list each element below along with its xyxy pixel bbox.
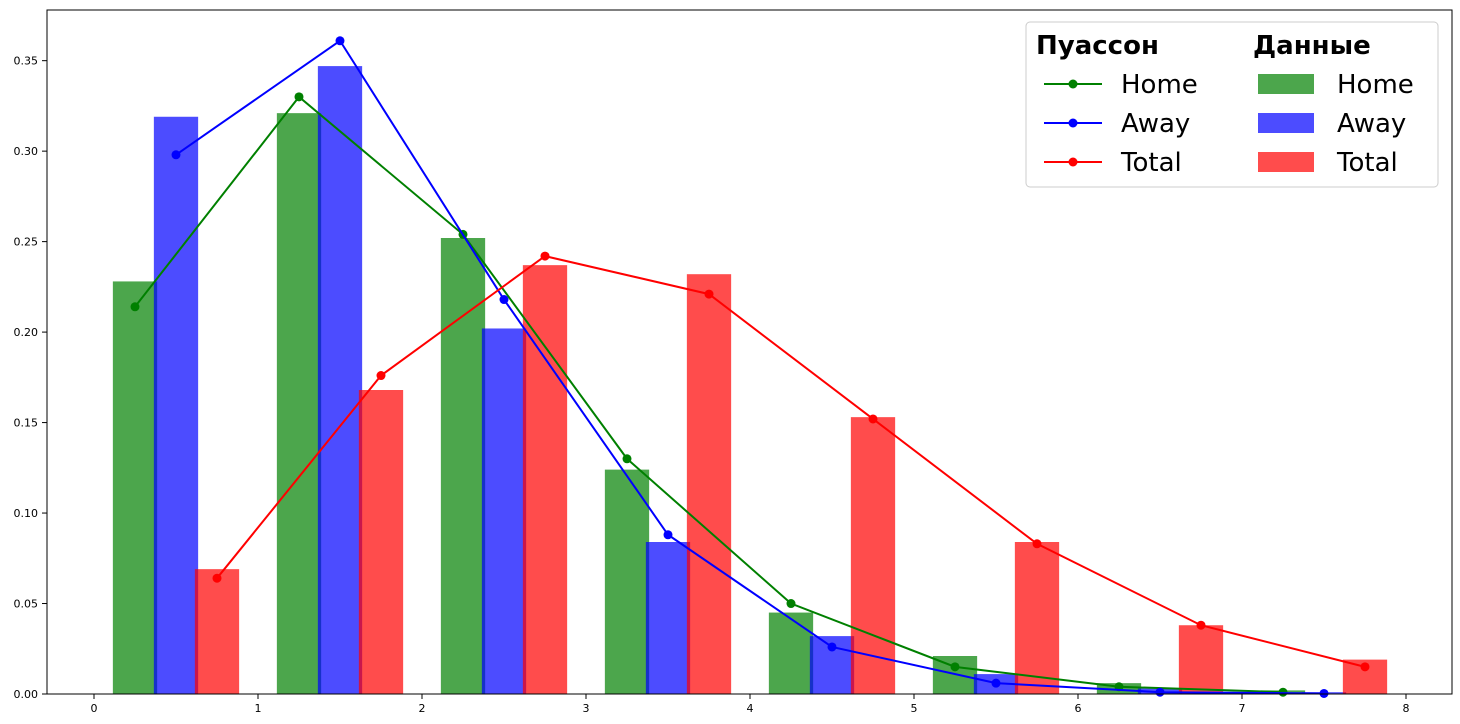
- point-total-6: [1196, 620, 1206, 630]
- legend-bar-home-label: Home: [1337, 70, 1414, 100]
- legend-line-home: Home: [1044, 70, 1198, 100]
- point-home-0: [130, 302, 140, 312]
- point-total-3: [704, 289, 714, 299]
- legend-box: [1025, 21, 1439, 188]
- line-layer: [130, 36, 1370, 698]
- legend-title-data: Данные: [1253, 31, 1371, 61]
- point-away-4: [827, 642, 837, 652]
- x-tick-label-7: 7: [1239, 702, 1246, 715]
- point-home-3: [622, 454, 632, 464]
- point-away-0: [171, 150, 181, 160]
- legend-line-total: Total: [1044, 148, 1182, 178]
- y-axis: 0.00 0.05 0.10 0.15 0.20 0.25 0.30 0.35: [14, 55, 47, 701]
- bar-total-6: [1178, 625, 1224, 694]
- bar-layer: [112, 66, 1388, 695]
- bar-home-1: [276, 113, 322, 694]
- point-total-5: [1032, 539, 1042, 549]
- legend-bar-total-label: Total: [1336, 148, 1398, 178]
- point-away-7: [1319, 688, 1329, 698]
- y-tick-label-1: 0.05: [14, 598, 39, 611]
- point-total-1: [376, 371, 386, 381]
- y-tick-label-7: 0.35: [14, 55, 39, 68]
- point-total-0: [212, 573, 222, 583]
- point-away-5: [991, 678, 1001, 688]
- legend: Пуассон Данные Home Away Total Home Away: [1025, 21, 1439, 188]
- y-tick-label-2: 0.10: [14, 507, 39, 520]
- point-away-2: [499, 295, 509, 305]
- bar-total-5: [1014, 542, 1060, 694]
- bar-home-4: [768, 612, 814, 694]
- legend-bar-total: Total: [1258, 148, 1398, 178]
- point-total-4: [868, 414, 878, 424]
- bar-away-2: [481, 328, 527, 694]
- x-tick-label-0: 0: [91, 702, 98, 715]
- x-axis: 0 1 2 3 4 5 6 7 8: [91, 694, 1410, 715]
- legend-bar-away: Away: [1258, 109, 1406, 139]
- point-total-2: [540, 251, 550, 261]
- line-total: [216, 255, 1366, 668]
- x-tick-label-8: 8: [1403, 702, 1410, 715]
- y-tick-label-3: 0.15: [14, 417, 39, 430]
- y-tick-label-4: 0.20: [14, 326, 39, 339]
- bar-total-1: [358, 390, 404, 694]
- bar-total-0: [194, 569, 240, 694]
- legend-title-poisson: Пуассон: [1036, 31, 1159, 61]
- y-tick-label-0: 0.00: [14, 688, 39, 701]
- bar-away-1: [317, 66, 363, 695]
- point-home-1: [294, 92, 304, 102]
- bar-home-3: [604, 469, 650, 694]
- x-tick-label-3: 3: [583, 702, 590, 715]
- point-away-1: [335, 36, 345, 46]
- legend-line-home-label: Home: [1121, 70, 1198, 100]
- x-tick-label-4: 4: [747, 702, 754, 715]
- x-tick-label-6: 6: [1075, 702, 1082, 715]
- bar-home-2: [440, 238, 486, 694]
- point-total-7: [1360, 662, 1370, 672]
- legend-bar-home: Home: [1258, 70, 1414, 100]
- bar-home-0: [112, 281, 158, 694]
- legend-line-away-label: Away: [1121, 109, 1190, 139]
- x-tick-label-1: 1: [255, 702, 262, 715]
- x-tick-label-5: 5: [911, 702, 918, 715]
- y-tick-label-5: 0.25: [14, 236, 39, 249]
- x-tick-label-2: 2: [419, 702, 426, 715]
- legend-bar-away-label: Away: [1337, 109, 1406, 139]
- bar-total-4: [850, 417, 896, 694]
- bar-away-0: [153, 116, 199, 694]
- bar-total-3: [686, 274, 732, 694]
- bar-away-3: [645, 542, 691, 694]
- y-tick-label-6: 0.30: [14, 145, 39, 158]
- line-away: [175, 39, 1325, 695]
- bar-total-2: [522, 265, 568, 694]
- point-home-4: [786, 599, 796, 609]
- point-away-3: [663, 530, 673, 540]
- point-home-5: [950, 662, 960, 672]
- legend-line-total-label: Total: [1120, 148, 1182, 178]
- point-away-6: [1155, 687, 1165, 697]
- legend-line-away: Away: [1044, 109, 1190, 139]
- line-home: [134, 95, 1284, 694]
